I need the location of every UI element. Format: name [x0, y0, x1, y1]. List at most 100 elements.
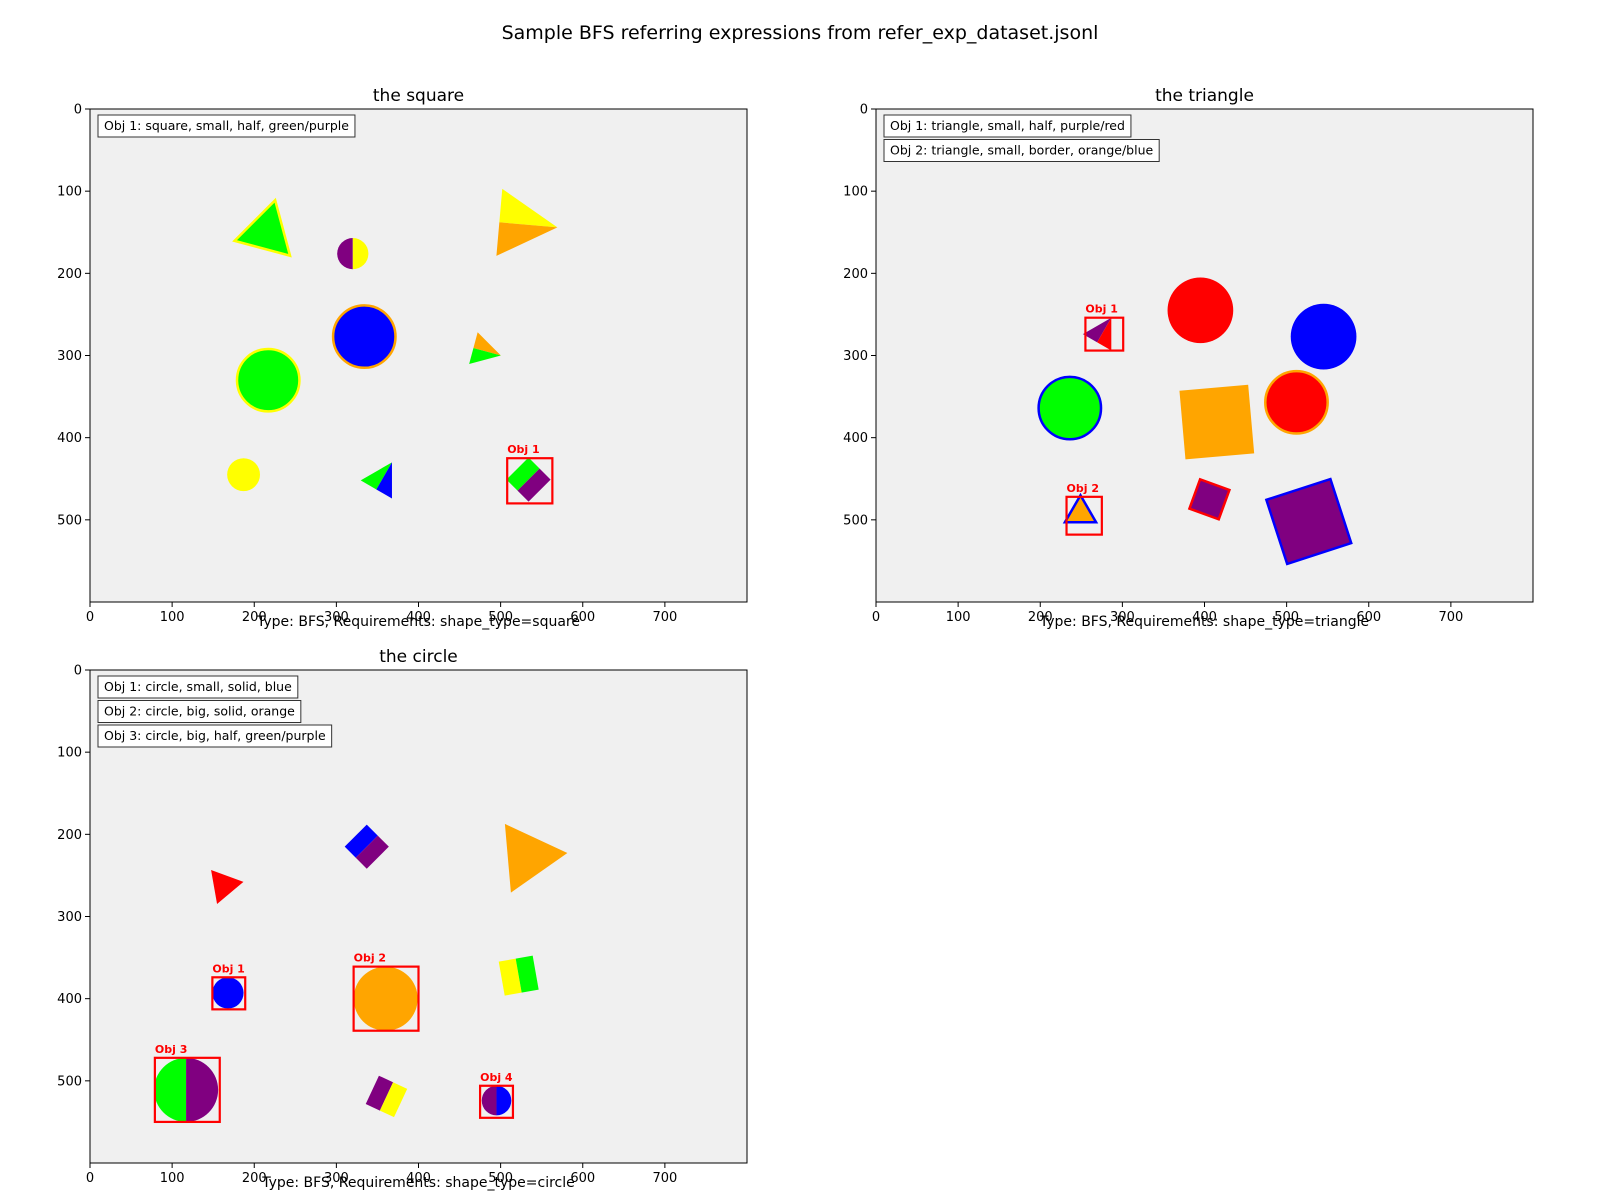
shape-triangle-1-6 — [1062, 492, 1099, 524]
legend-entry-text: Obj 3: circle, big, half, green/purple — [104, 728, 326, 743]
x-tick-label: 500 — [488, 1171, 513, 1186]
x-tick-label: 100 — [160, 610, 185, 625]
shape-triangle-2-2 — [211, 870, 244, 904]
x-tick-label: 100 — [946, 610, 971, 625]
x-tick-label: 0 — [86, 1171, 94, 1186]
y-tick-label: 300 — [843, 349, 868, 364]
shape-body — [331, 304, 397, 370]
shape-circle-2-4 — [353, 966, 418, 1031]
y-tick-label: 200 — [843, 267, 868, 282]
y-tick-label: 200 — [57, 267, 82, 282]
panel-caption: Type: BFS, Requirements: shape_type=squa… — [256, 614, 580, 630]
shape-half-left — [337, 238, 353, 270]
panel-2: Obj 1 Obj 2 0 100 200 300 400 500 600 700 0 100 200 3… — [843, 86, 1534, 630]
shape-body — [1179, 384, 1255, 460]
x-tick-label: 100 — [160, 1171, 185, 1186]
panel-caption: Type: BFS, Requirements: shape_type=tria… — [1039, 614, 1369, 630]
panel-caption: Type: BFS, Requirements: shape_type=circ… — [261, 1175, 575, 1191]
x-tick-label: 700 — [652, 610, 677, 625]
x-tick-label: 0 — [872, 610, 880, 625]
plot-area — [876, 109, 1533, 602]
legend-entry-text: Obj 2: circle, big, solid, orange — [104, 704, 295, 719]
y-tick-label: 400 — [57, 992, 82, 1007]
shape-body — [1264, 369, 1329, 435]
panel-1: Obj 1 0 100 200 300 400 500 600 700 0 100 200 300 400… — [57, 86, 748, 630]
y-tick-label: 100 — [843, 185, 868, 200]
plot-area — [90, 109, 747, 602]
x-tick-label: 500 — [1274, 610, 1299, 625]
y-tick-label: 0 — [860, 103, 868, 118]
bbox — [352, 965, 420, 1032]
shape-half-right — [344, 824, 389, 869]
figure-title: Sample BFS referring expressions from re… — [502, 22, 1099, 44]
x-tick-label: 300 — [324, 610, 349, 625]
y-tick-label: 0 — [74, 664, 82, 679]
y-tick-label: 500 — [57, 513, 82, 528]
x-tick-label: 200 — [242, 1171, 267, 1186]
x-tick-label: 400 — [406, 610, 431, 625]
shape-body — [212, 977, 244, 1009]
bbox-label: Obj 3 — [155, 1043, 187, 1056]
panel-3: Obj 1 Obj 2 Obj 3 Obj 4 0 100 200 300 400 500 600 7… — [57, 647, 748, 1191]
legend-entry-box — [97, 724, 333, 748]
panel-title: the circle — [379, 647, 458, 667]
shape-half-right — [496, 1085, 512, 1116]
x-tick-label: 600 — [570, 610, 595, 625]
x-tick-label: 300 — [1110, 610, 1135, 625]
shape-body — [1290, 303, 1357, 370]
shape-half-right — [352, 238, 369, 270]
legend-entry-box — [97, 675, 299, 699]
x-tick-label: 400 — [1192, 610, 1217, 625]
x-tick-label: 700 — [652, 1171, 677, 1186]
shape-circle-0-4 — [235, 347, 301, 413]
y-tick-label: 100 — [57, 185, 82, 200]
shape-body — [1187, 477, 1232, 521]
shape-body — [232, 197, 292, 258]
y-tick-label: 300 — [57, 910, 82, 925]
shape-half-right — [506, 457, 551, 502]
shape-body — [1167, 277, 1234, 344]
y-tick-label: 0 — [74, 103, 82, 118]
bbox — [153, 1056, 221, 1124]
panel-title: the square — [373, 86, 464, 106]
shape-square-1-8 — [1264, 477, 1353, 566]
y-tick-label: 200 — [57, 828, 82, 843]
shape-square-0-8 — [506, 457, 551, 502]
y-tick-label: 500 — [843, 513, 868, 528]
bbox-label: Obj 2 — [354, 952, 386, 965]
legend-entry-box — [97, 114, 356, 138]
shape-square-2-0 — [344, 824, 389, 869]
legend-entry-text: Obj 1: triangle, small, half, purple/red — [890, 118, 1125, 133]
bbox-label: Obj 4 — [480, 1071, 513, 1084]
x-tick-label: 300 — [324, 1171, 349, 1186]
x-tick-label: 600 — [1356, 610, 1381, 625]
bbox-label: Obj 1 — [212, 962, 244, 975]
shape-body — [353, 966, 418, 1031]
shape-half-left — [344, 824, 389, 869]
panel-title: the triangle — [1155, 86, 1254, 106]
shape-square-1-7 — [1187, 477, 1232, 521]
legend-entry-text: Obj 1: square, small, half, green/purple — [104, 118, 349, 133]
legend-entry-box — [97, 700, 302, 723]
bbox — [211, 976, 247, 1011]
legend-entry-box — [883, 139, 1160, 162]
y-tick-label: 300 — [57, 349, 82, 364]
legend-entry-text: Obj 2: triangle, small, border, orange/b… — [890, 143, 1153, 158]
y-tick-label: 500 — [57, 1074, 82, 1089]
shape-body — [211, 870, 244, 904]
shape-body — [504, 823, 568, 893]
x-tick-label: 200 — [242, 610, 267, 625]
shape-body — [235, 347, 301, 413]
shape-circle-1-2 — [1290, 303, 1357, 370]
y-tick-label: 400 — [57, 431, 82, 446]
x-tick-label: 200 — [1028, 610, 1053, 625]
x-tick-label: 400 — [406, 1171, 431, 1186]
bbox-label: Obj 1 — [1085, 303, 1117, 316]
y-tick-label: 400 — [843, 431, 868, 446]
shape-body — [227, 458, 260, 492]
shape-circle-0-6 — [227, 458, 260, 492]
shape-circle-1-3 — [1037, 375, 1103, 441]
shape-circle-1-5 — [1264, 369, 1329, 435]
bbox-label: Obj 1 — [507, 443, 539, 456]
